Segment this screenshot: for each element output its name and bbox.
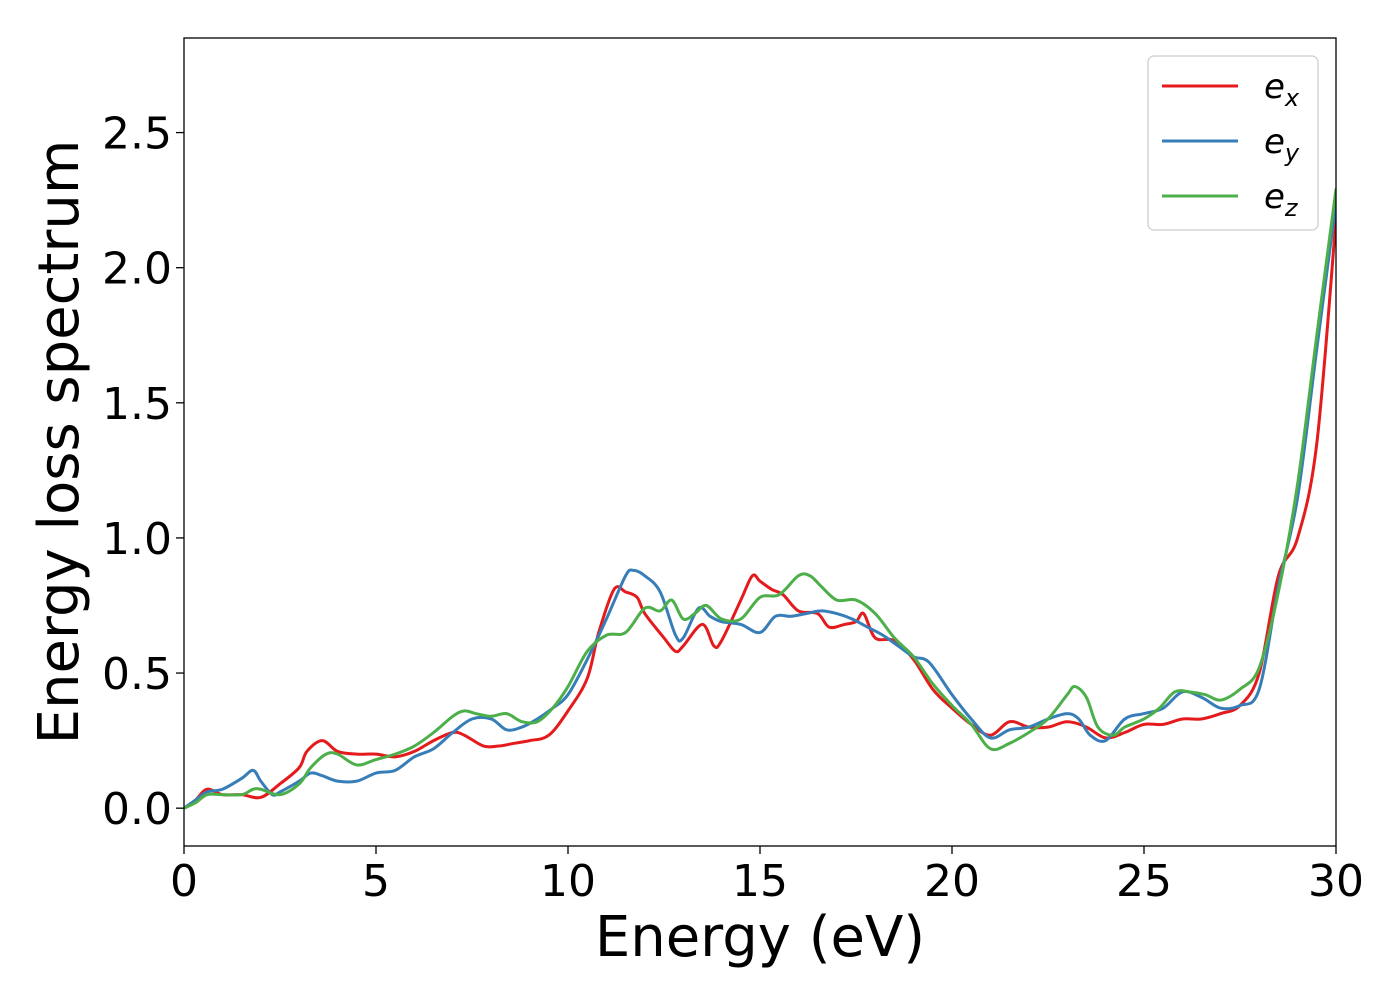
y-tick-label: 2.5 (102, 109, 172, 160)
series-line-z (184, 187, 1336, 810)
y-tick-label: 0.0 (102, 784, 172, 835)
legend-subscript-z: z (1284, 194, 1299, 222)
y-tick-label: 1.0 (102, 514, 172, 565)
x-tick-label: 5 (362, 856, 390, 907)
x-tick-label: 15 (732, 856, 788, 907)
x-axis-label: Energy (eV) (595, 905, 925, 970)
ticks: 0 5 10 15 20 25 30 0.0 0.5 1.0 1.5 2.0 2.5 (102, 109, 1364, 907)
x-tick-label: 0 (170, 856, 198, 907)
series-line-x (184, 217, 1336, 810)
plot-area (184, 187, 1336, 810)
legend-label-z: ez (1264, 177, 1299, 222)
x-tick-label: 30 (1308, 856, 1364, 907)
x-tick-label: 20 (924, 856, 980, 907)
y-axis-label: Energy loss spectrum (27, 140, 92, 745)
y-tick-label: 2.0 (102, 244, 172, 295)
x-tick-label: 25 (1116, 856, 1172, 907)
legend-subscript-x: x (1284, 84, 1300, 112)
y-tick-label: 1.5 (102, 379, 172, 430)
x-tick-label: 10 (540, 856, 596, 907)
legend-box (1147, 55, 1319, 231)
y-tick-label: 0.5 (102, 649, 172, 700)
legend-subscript-y: y (1284, 139, 1300, 167)
series-line-y (184, 201, 1336, 810)
